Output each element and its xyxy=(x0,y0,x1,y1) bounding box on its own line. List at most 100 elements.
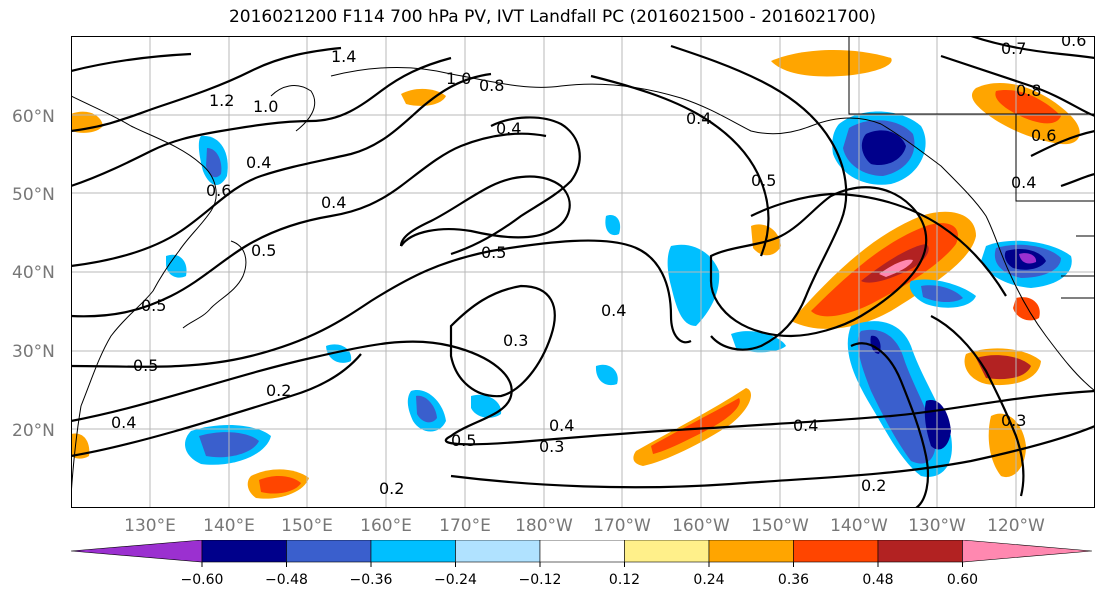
negative-anomaly-region xyxy=(595,364,618,386)
contour-label: 0.6 xyxy=(206,181,231,200)
positive-anomaly-region xyxy=(71,433,90,459)
contour-label: 0.8 xyxy=(1016,81,1041,100)
contour-label: 0.3 xyxy=(539,437,564,456)
negative-anomaly-region xyxy=(667,244,720,326)
lon-label: 160°W xyxy=(672,516,730,536)
graticule xyxy=(71,36,1095,508)
contour-label: 0.5 xyxy=(133,356,158,375)
negative-anomaly-region xyxy=(206,148,222,178)
colorbar-tick-label: 0.24 xyxy=(693,572,724,588)
lat-label-40: 40°N xyxy=(12,263,55,283)
colorbar-swatch xyxy=(624,540,710,563)
contour-label: 0.4 xyxy=(601,301,626,320)
colorbar-tick-label: −0.12 xyxy=(519,572,562,588)
negative-anomaly-region xyxy=(326,344,352,363)
lon-label: 150°E xyxy=(281,516,333,536)
positive-anomaly-region xyxy=(1013,297,1040,321)
colorbar-tick-label: −0.48 xyxy=(265,572,308,588)
map-frame xyxy=(71,36,1095,508)
positive-anomaly-region xyxy=(861,244,929,283)
lon-label: 140°W xyxy=(830,516,888,536)
contour-label: 1.4 xyxy=(331,47,356,66)
lat-label-60: 60°N xyxy=(12,107,55,127)
contour-label: 0.4 xyxy=(111,413,136,432)
contour-label: 0.5 xyxy=(451,431,476,450)
colorbar-swatch xyxy=(201,540,287,563)
colorbar-extend-max xyxy=(962,540,1093,563)
colorbar-tick-label: −0.36 xyxy=(350,572,393,588)
colorbar-tick-label: 0.48 xyxy=(862,572,893,588)
colorbar-swatch xyxy=(708,540,794,563)
lon-label: 170°E xyxy=(439,516,491,536)
contour-label: 0.6 xyxy=(1031,126,1056,145)
contour-label: 0.2 xyxy=(379,479,404,498)
contour-label: 0.5 xyxy=(251,241,276,260)
lat-label-50: 50°N xyxy=(12,185,55,205)
map-title: 2016021200 F114 700 hPa PV, IVT Landfall… xyxy=(228,7,876,27)
negative-anomaly-region xyxy=(416,395,437,423)
map-panel: 1.4 1.0 1.0 1.2 0.8 0.4 0.5 0.4 0.6 0.5 … xyxy=(71,36,1095,508)
lon-axis: 130°E 140°E 150°E 160°E 170°E 180°W 170°… xyxy=(124,516,1045,536)
negative-anomaly-region xyxy=(1019,253,1037,264)
colorbar-tick-labels: −0.60 −0.48 −0.36 −0.24 −0.12 0.12 0.24 … xyxy=(181,572,979,588)
colorbar-swatch xyxy=(455,540,541,563)
colorbar-tick-label: −0.60 xyxy=(181,572,224,588)
shaded-regions xyxy=(71,50,1080,499)
lon-label: 140°E xyxy=(203,516,255,536)
colorbar-tick-label: 0.60 xyxy=(947,572,978,588)
colorbar-tick-label: 0.36 xyxy=(778,572,809,588)
negative-anomaly-region xyxy=(605,215,621,236)
colorbar-tick-label: −0.24 xyxy=(434,572,477,588)
colorbar-swatch xyxy=(539,540,625,563)
positive-anomaly-region xyxy=(651,398,740,454)
lat-label-30: 30°N xyxy=(12,342,55,362)
contour-label: 1.0 xyxy=(253,97,278,116)
positive-anomaly-region xyxy=(988,413,1026,478)
contour-label: 0.4 xyxy=(321,193,346,212)
pv-contours xyxy=(71,36,1095,508)
contour-label: 0.4 xyxy=(793,416,818,435)
colorbar-swatch xyxy=(793,540,879,563)
positive-anomaly-region xyxy=(976,355,1031,380)
contour-label: 0.4 xyxy=(686,109,711,128)
contour-label: 0.4 xyxy=(1011,173,1036,192)
lon-label: 120°W xyxy=(987,516,1045,536)
contour-label: 0.7 xyxy=(1001,39,1026,58)
contour-labels: 1.4 1.0 1.0 1.2 0.8 0.4 0.5 0.4 0.6 0.5 … xyxy=(111,36,1086,498)
contour-label: 1.2 xyxy=(209,91,234,110)
contour-label: 0.4 xyxy=(246,153,271,172)
lon-label: 150°W xyxy=(751,516,809,536)
contour-label: 0.6 xyxy=(1061,36,1086,50)
contour-label: 0.3 xyxy=(503,331,528,350)
contour-label: 0.4 xyxy=(549,416,574,435)
lon-label: 130°E xyxy=(124,516,176,536)
colorbar-extend-min xyxy=(70,540,203,563)
lon-label: 160°E xyxy=(360,516,412,536)
colorbar-swatch xyxy=(370,540,456,563)
negative-anomaly-region xyxy=(471,394,502,418)
positive-anomaly-region xyxy=(259,476,301,494)
contour-label: 0.5 xyxy=(141,296,166,315)
positive-anomaly-region xyxy=(771,50,892,77)
coastlines xyxy=(71,36,1095,497)
contour-label: 0.3 xyxy=(1001,411,1026,430)
positive-anomaly-region xyxy=(401,88,446,106)
contour-label: 0.4 xyxy=(496,119,521,138)
contour-label: 0.8 xyxy=(479,76,504,95)
lon-label: 130°W xyxy=(908,516,966,536)
colorbar-swatch xyxy=(877,540,963,563)
negative-anomaly-region xyxy=(921,285,963,303)
contour-label: 1.0 xyxy=(446,69,471,88)
lon-label: 180°W xyxy=(515,516,573,536)
lon-label: 170°W xyxy=(593,516,651,536)
lat-label-20: 20°N xyxy=(12,421,55,441)
negative-anomaly-region xyxy=(861,130,906,166)
contour-label: 0.5 xyxy=(751,171,776,190)
contour-label: 0.2 xyxy=(861,476,886,495)
contour-label: 0.5 xyxy=(481,243,506,262)
negative-anomaly-region xyxy=(731,331,786,353)
colorbar: −0.60 −0.48 −0.36 −0.24 −0.12 0.12 0.24 … xyxy=(70,540,1093,588)
negative-anomaly-region xyxy=(857,329,937,464)
lat-axis: 60°N 50°N 40°N 30°N 20°N xyxy=(12,107,55,441)
contour-label: 0.2 xyxy=(266,381,291,400)
